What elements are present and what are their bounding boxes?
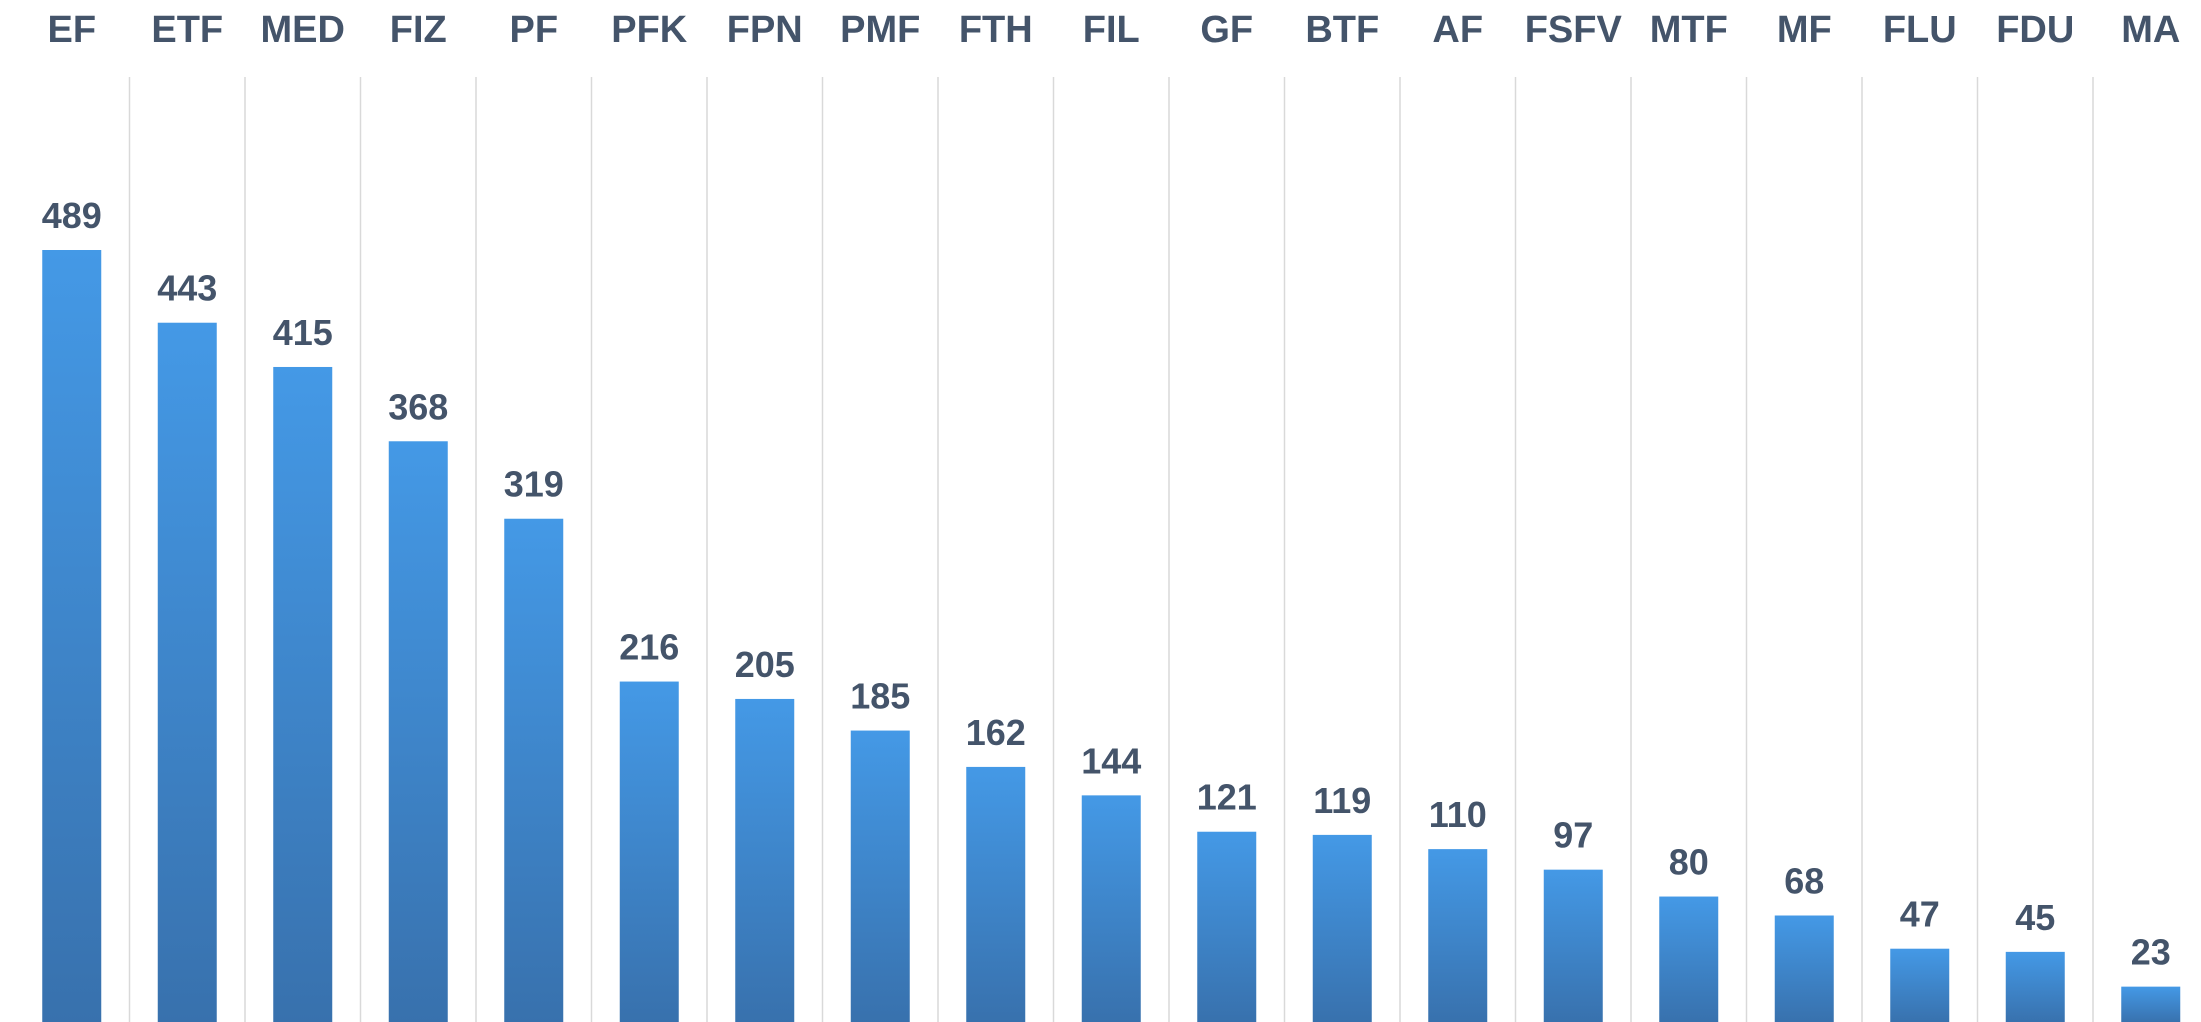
value-label: 185: [850, 676, 910, 717]
value-label: 23: [2131, 932, 2171, 973]
bar: [735, 698, 795, 1022]
bar: [850, 730, 910, 1022]
category-label: AF: [1432, 9, 1483, 51]
category-label: PF: [509, 9, 558, 51]
value-label: 110: [1429, 794, 1487, 835]
value-label: 97: [1553, 815, 1593, 856]
bar: [1659, 896, 1719, 1022]
bar: [1312, 834, 1372, 1022]
value-label: 45: [2015, 897, 2055, 938]
bar: [157, 322, 217, 1022]
bar: [1428, 849, 1488, 1022]
category-label: PFK: [611, 9, 688, 51]
category-label: BTF: [1305, 9, 1379, 51]
bar: [2005, 951, 2065, 1022]
value-label: 216: [619, 627, 679, 668]
category-label: FSFV: [1525, 9, 1623, 51]
bar: [1774, 915, 1834, 1022]
value-label: 144: [1081, 740, 1141, 781]
category-label: MF: [1777, 9, 1832, 51]
category-label: GF: [1200, 9, 1253, 51]
bar: [1543, 869, 1603, 1022]
value-label: 319: [504, 464, 564, 505]
value-label: 415: [273, 312, 333, 353]
value-label: 68: [1784, 861, 1824, 902]
category-label: FLU: [1883, 9, 1957, 51]
category-label: MED: [261, 9, 345, 51]
value-label: 443: [157, 268, 217, 309]
bar: [1081, 795, 1141, 1022]
bar: [42, 250, 102, 1022]
bar: [388, 441, 448, 1022]
category-label: MTF: [1650, 9, 1728, 51]
bar: [966, 766, 1026, 1022]
value-label: 162: [966, 712, 1026, 753]
value-label: 80: [1669, 842, 1709, 883]
category-label: FTH: [959, 9, 1033, 51]
category-label: FDU: [1996, 9, 2074, 51]
bar: [2121, 986, 2181, 1022]
category-label: EF: [47, 9, 96, 51]
category-label: FIZ: [390, 9, 447, 51]
bar: [1197, 831, 1257, 1022]
category-label: FPN: [727, 9, 803, 51]
bar: [1890, 948, 1950, 1022]
value-label: 47: [1900, 894, 1940, 935]
bar: [273, 366, 333, 1022]
value-label: 119: [1313, 780, 1371, 821]
bar: [619, 681, 679, 1022]
bar: [504, 518, 564, 1022]
category-label: FIL: [1083, 9, 1140, 51]
value-label: 121: [1197, 777, 1257, 818]
category-label: ETF: [151, 9, 223, 51]
category-label: PMF: [840, 9, 920, 51]
category-label: MA: [2121, 9, 2180, 51]
value-label: 205: [735, 644, 795, 685]
value-label: 489: [42, 195, 102, 236]
value-label: 368: [388, 386, 448, 427]
